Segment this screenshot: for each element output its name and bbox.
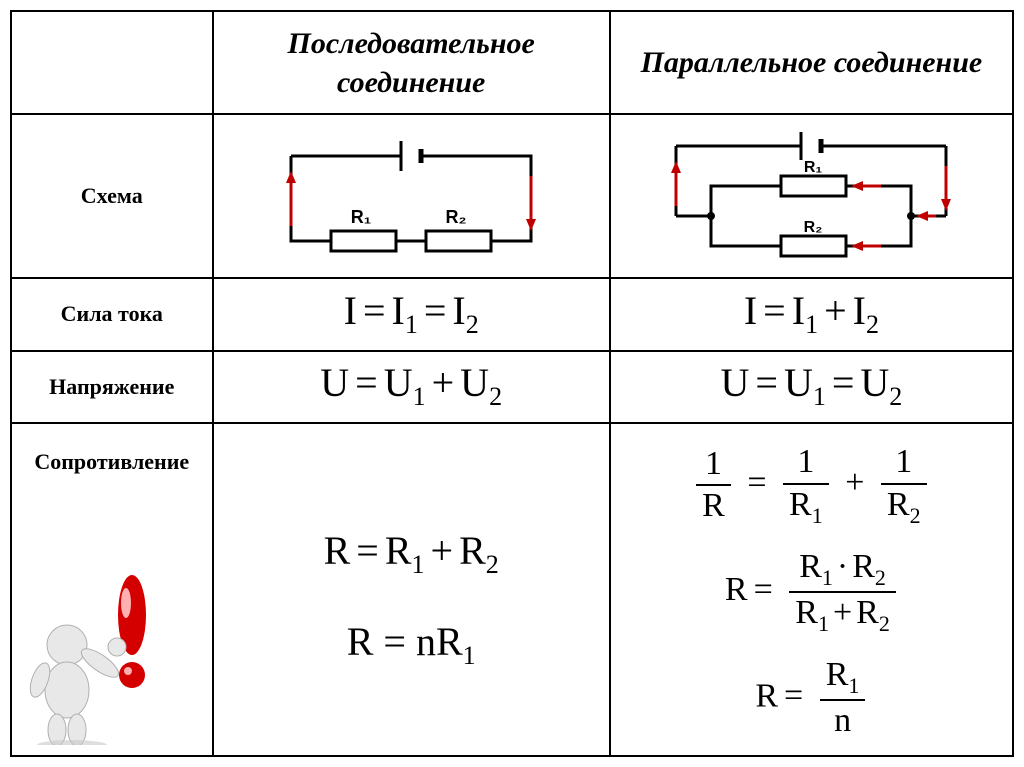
attention-figure-icon xyxy=(22,575,172,745)
resistance-parallel: 1R = 1R1 + 1R2 R= R1·R2 R1+R2 R= R1 n xyxy=(610,423,1013,756)
row-voltage: Напряжение U=U1+U2 U=U1=U2 xyxy=(11,351,1013,423)
current-parallel: I=I1+I2 xyxy=(610,278,1013,350)
r2-label-p: R₂ xyxy=(804,219,823,236)
voltage-parallel: U=U1=U2 xyxy=(610,351,1013,423)
schema-parallel: R₁ R₂ xyxy=(610,114,1013,278)
row-resistance: Сопротивление xyxy=(11,423,1013,756)
row-current: Сила тока I=I1=I2 I=I1+I2 xyxy=(11,278,1013,350)
header-series: Последовательное соединение xyxy=(213,11,610,114)
label-voltage: Напряжение xyxy=(11,351,213,423)
voltage-series: U=U1+U2 xyxy=(213,351,610,423)
resistance-series: R=R1+R2 R = nR1 xyxy=(213,423,610,756)
corner-cell xyxy=(11,11,213,114)
schema-series: R₁ R₂ xyxy=(213,114,610,278)
label-resistance: Сопротивление xyxy=(11,423,213,756)
parallel-circuit-diagram: R₁ R₂ xyxy=(651,126,971,266)
current-series: I=I1=I2 xyxy=(213,278,610,350)
label-current: Сила тока xyxy=(11,278,213,350)
label-schema: Схема xyxy=(11,114,213,278)
header-row: Последовательное соединение Параллельное… xyxy=(11,11,1013,114)
r2-label: R₂ xyxy=(446,207,467,227)
comparison-table: Последовательное соединение Параллельное… xyxy=(10,10,1014,757)
row-schema: Схема R₁ R₂ xyxy=(11,114,1013,278)
r1-label: R₁ xyxy=(351,207,371,227)
r1-label-p: R₁ xyxy=(804,159,823,176)
header-parallel: Параллельное соединение xyxy=(610,11,1013,114)
series-circuit-diagram: R₁ R₂ xyxy=(261,131,561,261)
